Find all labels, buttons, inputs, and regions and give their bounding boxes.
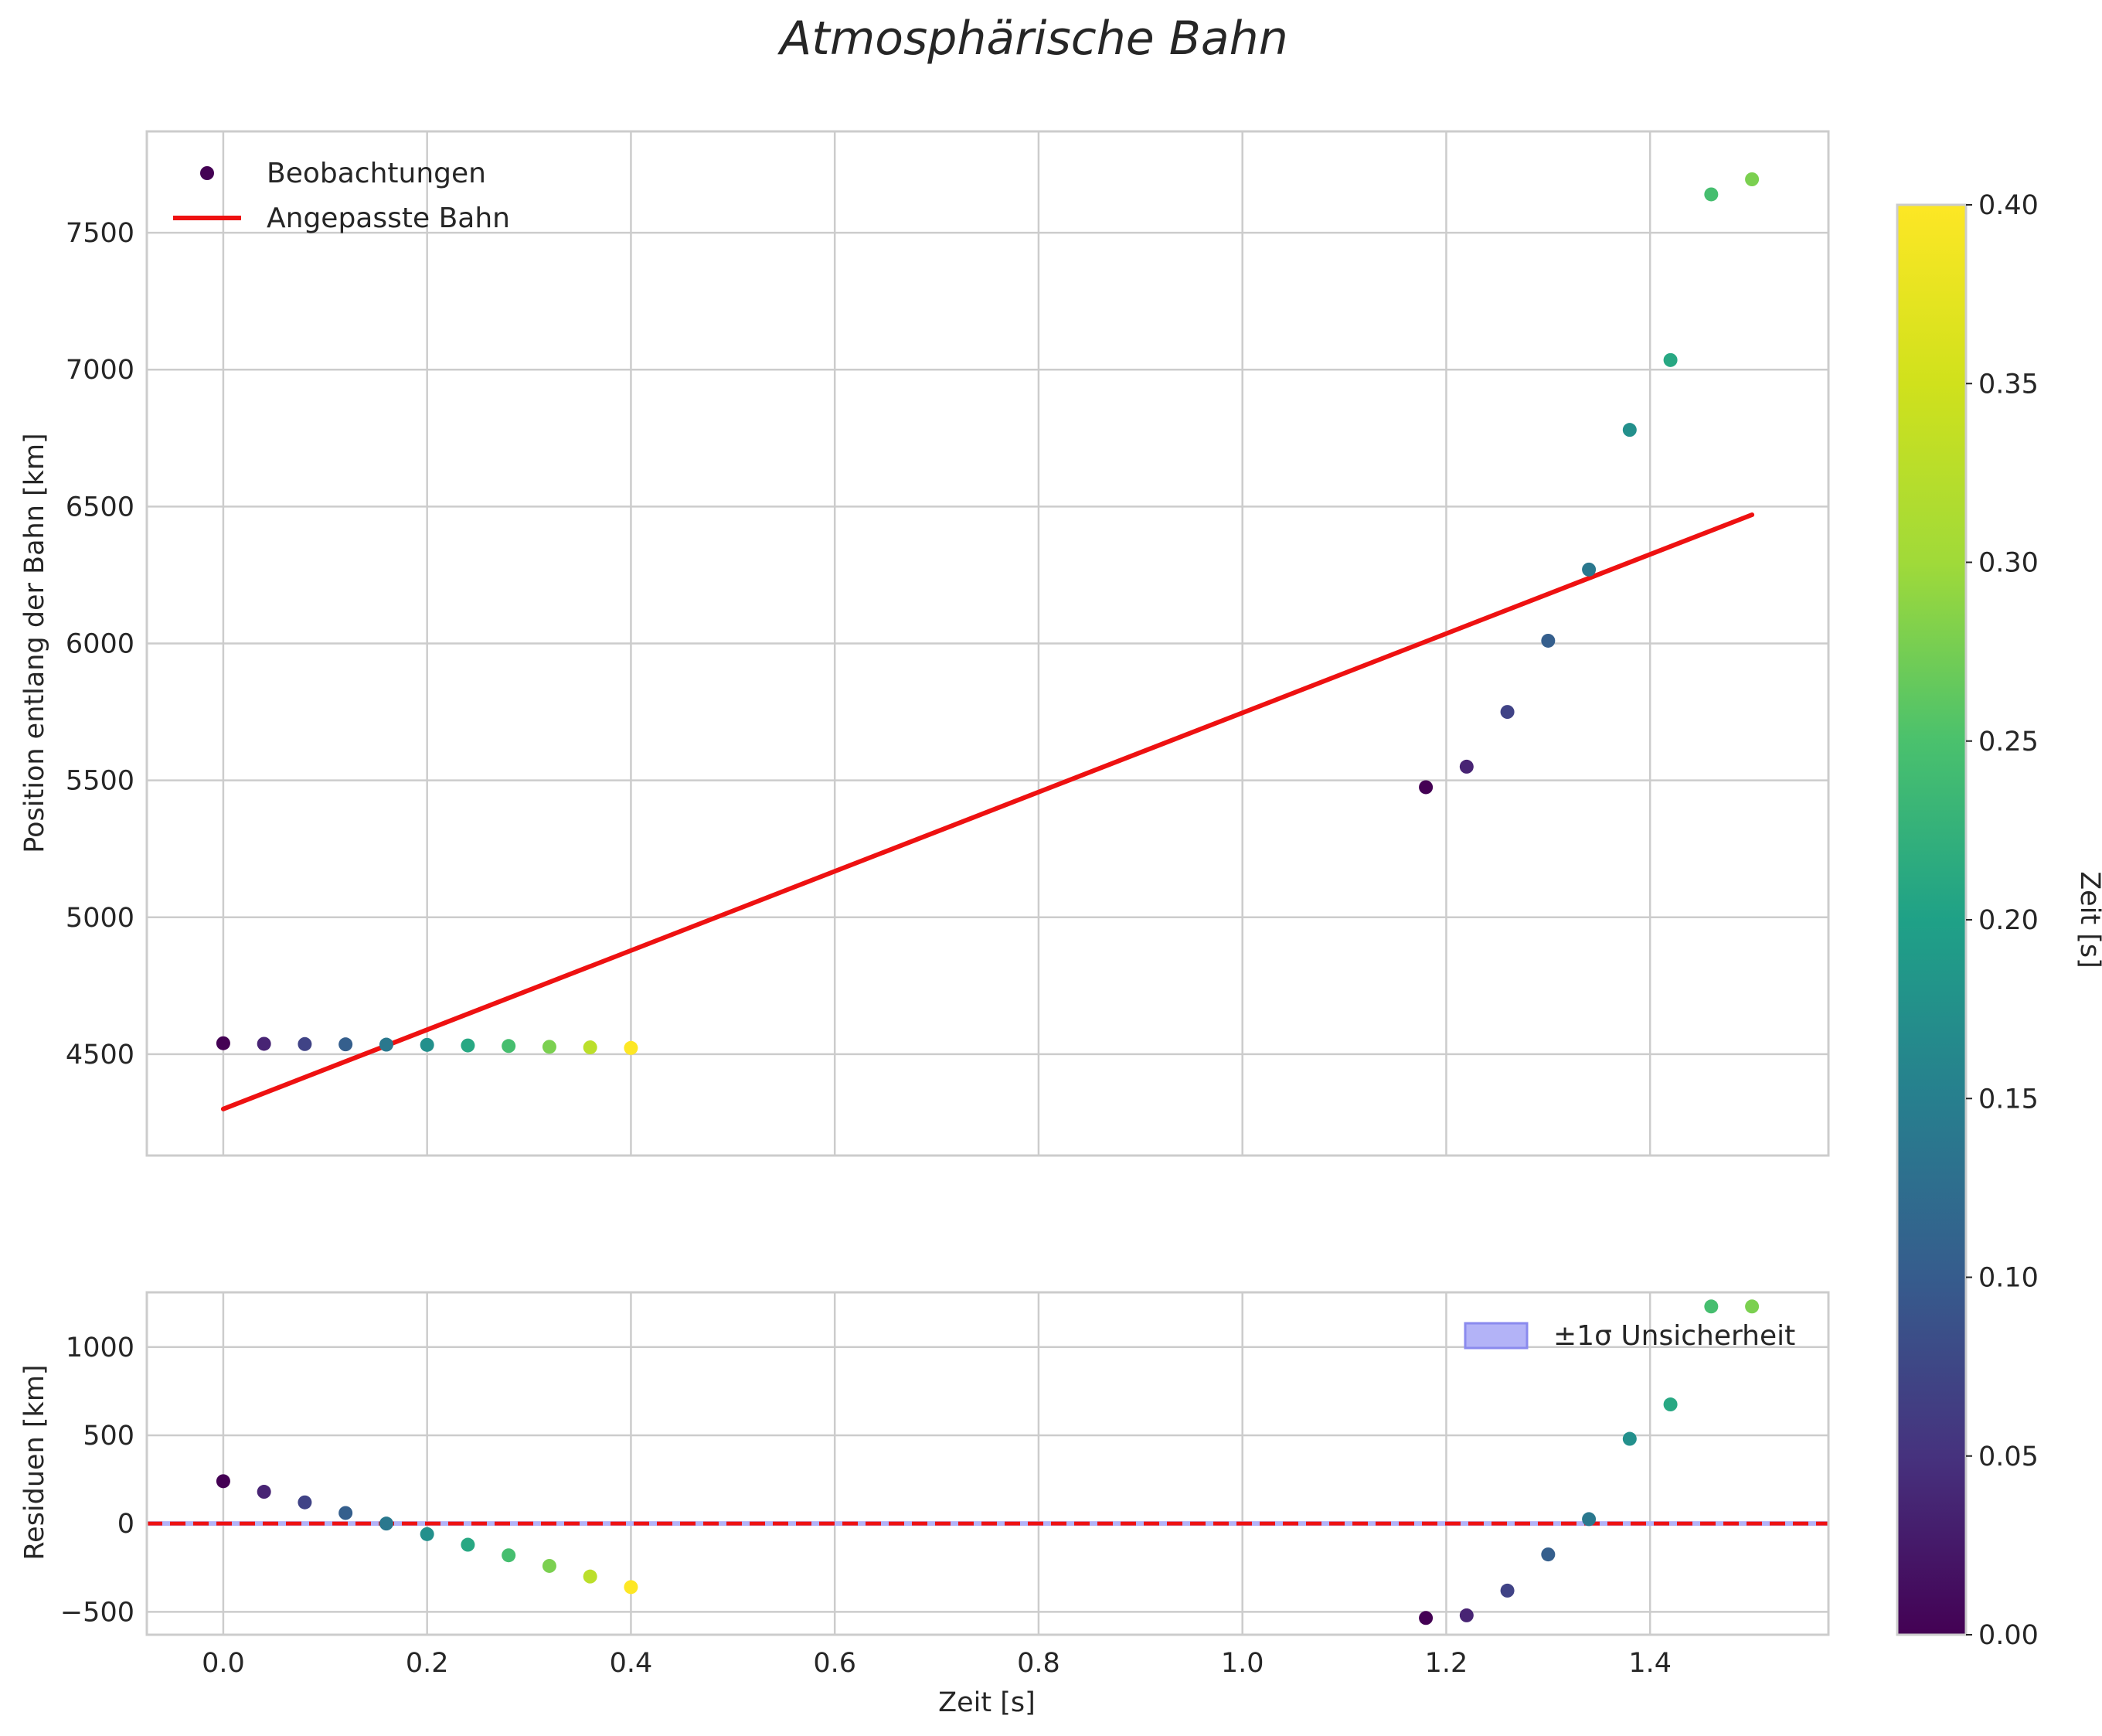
- observation-point: [420, 1037, 434, 1052]
- legend-label-fit: Angepasste Bahn: [267, 203, 510, 234]
- residual-point: [1459, 1608, 1474, 1622]
- residual-point: [542, 1558, 556, 1573]
- x-tick-label: 1.4: [1628, 1648, 1672, 1679]
- x-tick-label: 0.2: [406, 1648, 449, 1679]
- bottom-y-axis-label: Residuen [km]: [19, 1364, 50, 1560]
- observation-point: [216, 1036, 230, 1050]
- colorbar-tick-label: 0.25: [1978, 727, 2039, 757]
- observation-point: [1500, 705, 1515, 720]
- observation-point: [1663, 352, 1678, 367]
- bottom-axes-frame: [145, 1291, 1830, 1636]
- residual-point: [420, 1527, 434, 1541]
- residual-point: [502, 1548, 516, 1563]
- x-axis-label: Zeit [s]: [938, 1687, 1036, 1718]
- bottom-y-tick-label: 500: [83, 1421, 134, 1452]
- bottom-y-tick-label: 1000: [66, 1333, 134, 1363]
- residual-point: [257, 1485, 271, 1499]
- top-y-tick-label: 6000: [66, 629, 134, 660]
- observation-point: [502, 1039, 516, 1054]
- observation-point: [542, 1040, 556, 1054]
- top-axes-frame: [145, 130, 1830, 1157]
- top-panel: 4500 5000 5500 6000 6500 7000 7500 Position en…: [19, 130, 1830, 1157]
- legend-label-observations: Beobachtungen: [267, 158, 486, 189]
- bottom-x-tick-labels: 0.0 0.2 0.4 0.6 0.8 1.0 1.2 1.4: [202, 1648, 1672, 1679]
- observation-point: [583, 1040, 597, 1055]
- fit-line-layer: [220, 512, 1755, 1111]
- residual-points: [216, 1299, 1760, 1625]
- colorbar-gradient: [1896, 203, 1968, 1636]
- residual-point: [624, 1580, 638, 1595]
- chart-title: Atmosphärische Bahn: [777, 12, 1287, 66]
- top-y-tick-label: 4500: [66, 1040, 134, 1071]
- colorbar-tick-labels: 0.00 0.05 0.10 0.15 0.20 0.25 0.30 0.35 0.40: [1966, 190, 2039, 1651]
- observation-point: [1622, 423, 1637, 437]
- top-y-axis-label: Position entlang der Bahn [km]: [19, 433, 50, 853]
- legend-patch-uncertainty: [1464, 1322, 1529, 1350]
- top-gridlines: [147, 131, 1828, 1156]
- observation-point: [1541, 633, 1556, 648]
- residual-point: [1541, 1547, 1556, 1562]
- observation-point: [1582, 562, 1597, 577]
- top-y-tick-label: 5500: [66, 766, 134, 797]
- residual-point: [1704, 1299, 1719, 1314]
- residual-point: [461, 1537, 475, 1552]
- residual-point: [216, 1474, 230, 1489]
- x-tick-label: 1.0: [1221, 1648, 1264, 1679]
- colorbar-tick-label: 0.15: [1978, 1084, 2039, 1115]
- legend-marker-observations: [200, 166, 214, 180]
- observation-point: [1704, 187, 1719, 202]
- colorbar: 0.00 0.05 0.10 0.15 0.20 0.25 0.30 0.35 0.40 Zei…: [1896, 190, 2102, 1651]
- residual-point: [1745, 1299, 1760, 1314]
- top-y-tick-labels: 4500 5000 5500 6000 6500 7000 7500: [66, 218, 134, 1071]
- residual-point: [1622, 1431, 1637, 1446]
- top-y-tick-label: 6500: [66, 492, 134, 523]
- residual-point: [338, 1506, 353, 1520]
- colorbar-tick-label: 0.20: [1978, 905, 2039, 936]
- observation-point: [1459, 759, 1474, 774]
- observation-points: [216, 172, 1760, 1055]
- observation-point: [257, 1036, 271, 1051]
- residual-point: [583, 1569, 597, 1584]
- colorbar-tick-label: 0.00: [1978, 1620, 2039, 1651]
- top-y-tick-label: 5000: [66, 903, 134, 934]
- bottom-panel: −500 0 500 1000 0.0 0.2 0.4 0.6 0.8 1.0 1.2 1.4 Re…: [19, 1291, 1830, 1718]
- residual-point: [1663, 1397, 1678, 1412]
- residual-point: [379, 1516, 393, 1531]
- observation-point: [461, 1038, 475, 1053]
- colorbar-label: Zeit [s]: [2074, 871, 2102, 968]
- colorbar-tick-label: 0.10: [1978, 1263, 2039, 1294]
- colorbar-tick-label: 0.05: [1978, 1442, 2039, 1472]
- bottom-legend: ±1σ Unsicherheit: [1464, 1320, 1795, 1352]
- residual-point: [1582, 1512, 1597, 1527]
- x-tick-label: 0.8: [1017, 1648, 1060, 1679]
- bottom-y-tick-label: −500: [60, 1597, 134, 1628]
- x-tick-label: 0.4: [610, 1648, 653, 1679]
- legend-label-uncertainty: ±1σ Unsicherheit: [1553, 1320, 1795, 1352]
- observation-point: [298, 1036, 312, 1051]
- residual-point: [298, 1495, 312, 1510]
- observation-point: [624, 1040, 638, 1055]
- x-tick-label: 0.0: [202, 1648, 245, 1679]
- x-tick-label: 0.6: [813, 1648, 856, 1679]
- observation-point: [1745, 172, 1760, 186]
- colorbar-tick-label: 0.40: [1978, 190, 2039, 221]
- top-legend: Beobachtungen Angepasste Bahn: [173, 158, 510, 234]
- bottom-y-tick-label: 0: [117, 1509, 134, 1540]
- x-tick-label: 1.2: [1425, 1648, 1468, 1679]
- colorbar-tick-label: 0.30: [1978, 548, 2039, 579]
- bottom-y-tick-labels: −500 0 500 1000: [60, 1333, 134, 1629]
- residual-point: [1500, 1583, 1515, 1598]
- observation-point: [379, 1037, 393, 1052]
- fit-line: [220, 512, 1755, 1111]
- colorbar-tick-label: 0.35: [1978, 369, 2039, 400]
- residual-point: [1419, 1611, 1434, 1625]
- top-y-tick-label: 7500: [66, 218, 134, 249]
- observation-point: [338, 1037, 353, 1052]
- observation-point: [1419, 780, 1434, 795]
- top-y-tick-label: 7000: [66, 355, 134, 386]
